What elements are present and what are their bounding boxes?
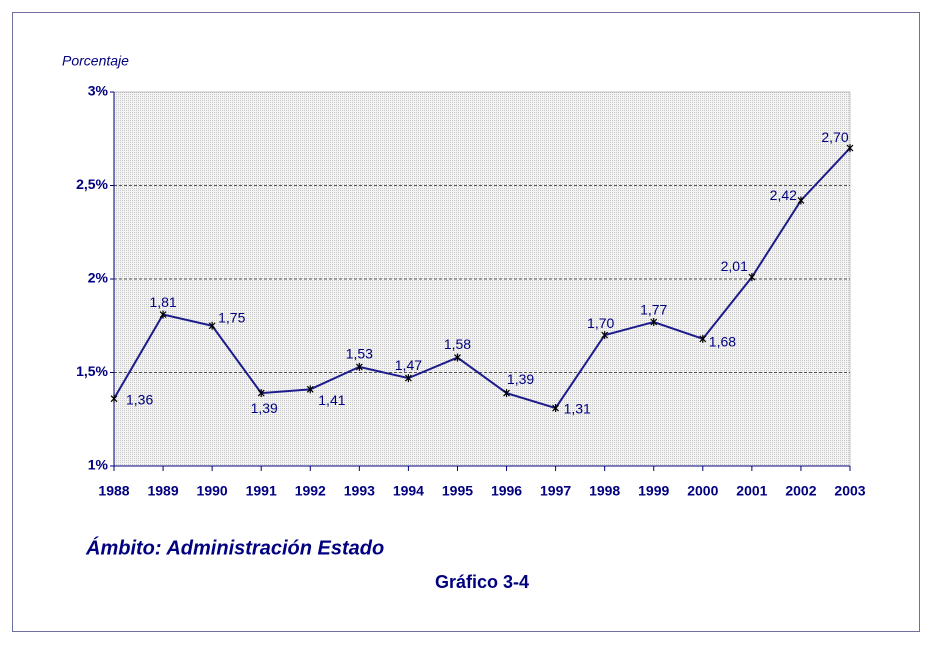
- marker: [404, 374, 412, 383]
- marker: [454, 353, 461, 362]
- marker: [650, 318, 658, 327]
- x-tick-label: 1989: [147, 483, 178, 499]
- data-label: 2,70: [821, 129, 848, 145]
- line: [113, 147, 851, 410]
- x-tick-label: 2001: [736, 483, 767, 499]
- marker: [699, 334, 707, 343]
- data-label: 2,01: [721, 258, 748, 274]
- caption: Gráfico 3-4: [435, 572, 529, 592]
- data-label: 1,68: [709, 334, 736, 350]
- x-tick-label: 2000: [687, 483, 718, 499]
- y-tick-label: 1%: [88, 457, 109, 473]
- y-tick-label: 2%: [88, 270, 109, 286]
- marker: [601, 331, 609, 340]
- marker: [748, 273, 756, 282]
- data-label: 1,39: [251, 400, 278, 416]
- x-tick-label: 1998: [589, 483, 620, 499]
- x-tick-label: 1992: [295, 483, 326, 499]
- x-tick-label: 1997: [540, 483, 571, 499]
- x-tick-label: 1994: [393, 483, 424, 499]
- data-label: 1,77: [640, 302, 667, 318]
- x-tick-label: 1995: [442, 483, 473, 499]
- data-label: 1,31: [564, 401, 591, 417]
- subtitle: Ámbito: Administración Estado: [85, 536, 384, 559]
- marker: [552, 404, 560, 413]
- data-label: 1,39: [507, 371, 534, 387]
- x-tick-label: 1996: [491, 483, 522, 499]
- x-tick-label: 2002: [785, 483, 816, 499]
- marker: [797, 196, 805, 205]
- x-tick-label: 1999: [638, 483, 669, 499]
- data-label: 1,58: [444, 336, 471, 352]
- data-label: 2,42: [770, 187, 797, 203]
- x-tick-label: 1991: [246, 483, 277, 499]
- data-label: 1,41: [318, 392, 345, 408]
- marker: [208, 321, 216, 330]
- marker: [306, 385, 314, 394]
- y-tick-label: 3%: [88, 83, 109, 99]
- data-label: 1,75: [218, 309, 245, 325]
- data-label: 1,36: [126, 391, 153, 407]
- marker: [257, 389, 265, 398]
- data-label: 1,53: [346, 346, 373, 362]
- x-tick-label: 1988: [98, 483, 129, 499]
- data-label: 1,81: [149, 294, 176, 310]
- x-tick-label: 2003: [834, 483, 865, 499]
- data-label: 1,47: [395, 357, 422, 373]
- marker: [846, 144, 854, 153]
- marker: [159, 310, 167, 319]
- y-axis-label: Porcentaje: [62, 53, 129, 69]
- marker: [110, 394, 118, 403]
- y-tick-label: 2,5%: [76, 176, 108, 192]
- marker: [503, 389, 510, 398]
- frame: [12, 12, 920, 632]
- x-tick-label: 1990: [197, 483, 228, 499]
- x-tick-label: 1993: [344, 483, 375, 499]
- marker: [355, 362, 363, 371]
- y-tick-label: 1,5%: [76, 363, 108, 379]
- data-label: 1,70: [587, 315, 614, 331]
